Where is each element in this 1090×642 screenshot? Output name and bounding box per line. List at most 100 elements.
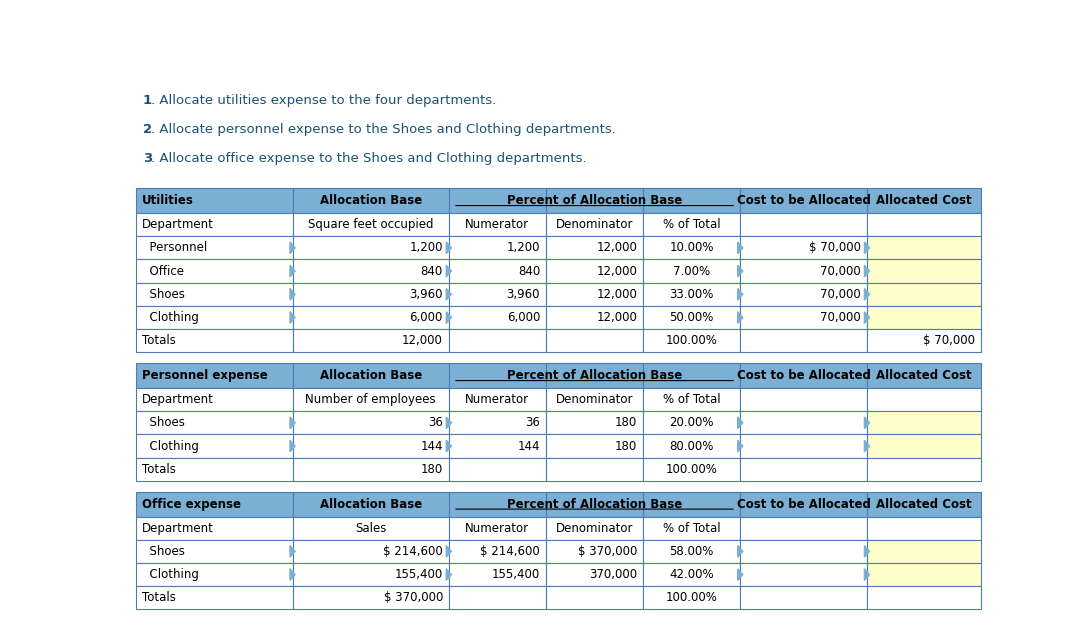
Bar	[292, 363, 449, 388]
Polygon shape	[446, 440, 451, 452]
Text: Percent of Allocation Base: Percent of Allocation Base	[507, 194, 682, 207]
Bar	[136, 435, 292, 458]
Bar	[867, 329, 981, 352]
Text: 840: 840	[421, 265, 443, 277]
Bar	[136, 586, 292, 609]
Bar	[643, 517, 740, 540]
Bar	[546, 492, 643, 517]
Text: 2: 2	[143, 123, 153, 136]
Bar	[740, 282, 867, 306]
Bar	[867, 412, 981, 435]
Polygon shape	[290, 242, 295, 254]
Text: Allocation Base: Allocation Base	[319, 369, 422, 382]
Bar	[546, 563, 643, 586]
Bar	[136, 412, 292, 435]
Bar	[136, 540, 292, 563]
Bar	[449, 188, 740, 213]
Text: Numerator: Numerator	[465, 218, 530, 231]
Bar	[740, 586, 867, 609]
Polygon shape	[864, 569, 870, 580]
Text: Totals: Totals	[142, 334, 177, 347]
Text: Square feet occupied: Square feet occupied	[307, 218, 434, 231]
Bar	[643, 188, 740, 213]
Bar	[136, 388, 292, 412]
Text: 36: 36	[525, 416, 540, 429]
Bar	[292, 540, 449, 563]
Polygon shape	[446, 569, 451, 580]
Text: Department: Department	[142, 218, 214, 231]
Bar	[546, 517, 643, 540]
Bar	[643, 363, 740, 388]
Bar	[449, 586, 546, 609]
Bar	[449, 213, 546, 236]
Polygon shape	[290, 312, 295, 324]
Bar	[292, 435, 449, 458]
Bar	[867, 435, 981, 458]
Bar	[449, 412, 546, 435]
Bar	[867, 492, 981, 517]
Bar	[740, 363, 867, 388]
Text: Shoes: Shoes	[142, 288, 185, 301]
Text: Totals: Totals	[142, 463, 177, 476]
Bar	[292, 236, 449, 259]
Polygon shape	[738, 242, 742, 254]
Text: Shoes: Shoes	[142, 545, 185, 558]
Bar	[643, 586, 740, 609]
Text: 20.00%: 20.00%	[669, 416, 714, 429]
Text: 180: 180	[421, 463, 443, 476]
Bar	[867, 563, 981, 586]
Text: Percent of Allocation Base: Percent of Allocation Base	[507, 369, 682, 382]
Bar	[136, 282, 292, 306]
Text: 1: 1	[143, 94, 153, 107]
Text: Department: Department	[142, 522, 214, 535]
Text: Office expense: Office expense	[142, 498, 241, 510]
Bar	[740, 259, 867, 282]
Bar	[740, 492, 867, 517]
Bar	[740, 458, 867, 481]
Text: 12,000: 12,000	[596, 265, 638, 277]
Text: % of Total: % of Total	[663, 393, 720, 406]
Bar	[136, 213, 292, 236]
Bar	[643, 259, 740, 282]
Text: 370,000: 370,000	[589, 568, 638, 581]
Bar	[292, 563, 449, 586]
Polygon shape	[864, 440, 870, 452]
Bar	[643, 388, 740, 412]
Text: . Allocate office expense to the Shoes and Clothing departments.: . Allocate office expense to the Shoes a…	[150, 152, 586, 165]
Text: Shoes: Shoes	[142, 416, 185, 429]
Text: Clothing: Clothing	[142, 311, 199, 324]
Bar	[449, 236, 546, 259]
Bar	[449, 458, 546, 481]
Bar	[643, 213, 740, 236]
Bar	[546, 306, 643, 329]
Bar	[292, 492, 449, 517]
Text: Allocated Cost: Allocated Cost	[876, 369, 972, 382]
Bar	[740, 236, 867, 259]
Polygon shape	[864, 546, 870, 557]
Text: Allocated Cost: Allocated Cost	[876, 194, 972, 207]
Text: 1,200: 1,200	[507, 241, 540, 254]
Bar	[136, 363, 292, 388]
Bar	[546, 282, 643, 306]
Polygon shape	[290, 440, 295, 452]
Polygon shape	[738, 288, 742, 300]
Text: 3,960: 3,960	[507, 288, 540, 301]
Polygon shape	[864, 242, 870, 254]
Text: 100.00%: 100.00%	[666, 334, 717, 347]
Bar	[292, 259, 449, 282]
Bar	[546, 540, 643, 563]
Text: Utilities: Utilities	[142, 194, 194, 207]
Text: Cost to be Allocated: Cost to be Allocated	[737, 498, 871, 510]
Bar	[136, 492, 292, 517]
Polygon shape	[446, 312, 451, 324]
Bar	[292, 188, 449, 213]
Polygon shape	[864, 265, 870, 277]
Bar	[643, 563, 740, 586]
Text: Office: Office	[142, 265, 184, 277]
Text: Allocated Cost: Allocated Cost	[876, 498, 972, 510]
Text: Department: Department	[142, 393, 214, 406]
Bar	[867, 586, 981, 609]
Bar	[449, 517, 546, 540]
Bar	[546, 213, 643, 236]
Text: . Allocate utilities expense to the four departments.: . Allocate utilities expense to the four…	[150, 94, 496, 107]
